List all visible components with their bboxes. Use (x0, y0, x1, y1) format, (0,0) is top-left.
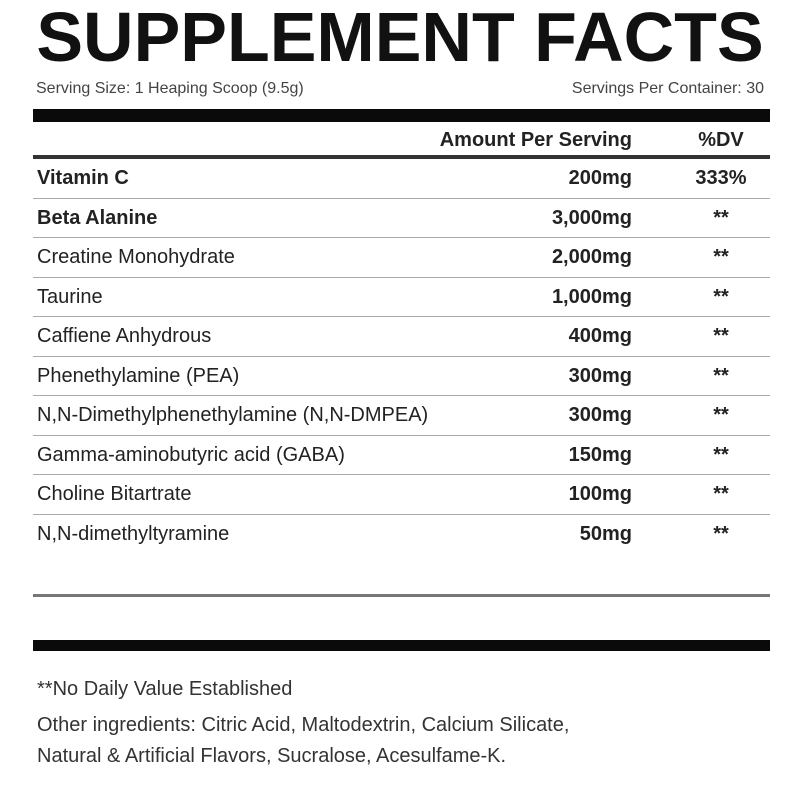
nutrient-name: Choline Bitartrate (37, 483, 192, 505)
nutrient-name: Creatine Monohydrate (37, 246, 235, 268)
nutrient-dv: ** (713, 246, 729, 268)
nutrient-table: Vitamin C 200mg 333% Beta Alanine 3,000mg **… (33, 159, 770, 553)
nutrient-amount: 150mg (568, 443, 632, 466)
nutrient-dv: ** (713, 285, 729, 308)
table-row: Taurine 1,000mg ** (33, 278, 770, 317)
nutrient-amount: 1,000mg (551, 285, 632, 308)
nutrient-dv: ** (713, 522, 729, 545)
nutrient-name: N,N-Dimethylphenethylamine (N,N-DMPEA) (37, 404, 429, 426)
footnote: **No Daily Value Established (37, 678, 293, 700)
serving-info: Serving Size: 1 Heaping Scoop (9.5g) Ser… (36, 78, 764, 100)
nutrient-name: Vitamin C (37, 167, 129, 189)
table-row: Beta Alanine 3,000mg ** (33, 199, 770, 238)
nutrient-dv: ** (713, 404, 729, 426)
nutrient-name: N,N-dimethyltyramine (37, 522, 230, 545)
table-row: Gamma-aminobutyric acid (GABA) 150mg ** (33, 436, 770, 475)
header-dv: %DV (698, 129, 744, 151)
header-amount: Amount Per Serving (439, 129, 632, 151)
nutrient-amount: 400mg (568, 325, 632, 347)
nutrient-amount: 300mg (568, 364, 632, 387)
nutrient-name: Caffiene Anhydrous (37, 325, 212, 347)
nutrient-name: Taurine (37, 285, 103, 308)
table-row: N,N-dimethyltyramine 50mg ** (33, 515, 770, 554)
nutrient-dv: ** (713, 483, 729, 505)
nutrient-amount: 2,000mg (551, 246, 632, 268)
label-title: SUPPLEMENT FACTS (36, 0, 764, 76)
divider-header (33, 155, 770, 159)
nutrient-amount: 3,000mg (551, 206, 632, 229)
table-row: N,N-Dimethylphenethylamine (N,N-DMPEA) 30… (33, 396, 770, 436)
other-ingredients-line2: Natural & Artificial Flavors, Sucralose,… (37, 745, 507, 767)
table-row: Caffiene Anhydrous 400mg ** (33, 317, 770, 357)
other-ingredients-line1: Other ingredients: Citric Acid, Maltodex… (37, 714, 570, 736)
table-row: Phenethylamine (PEA) 300mg ** (33, 357, 770, 396)
nutrient-name: Gamma-aminobutyric acid (GABA) (37, 443, 345, 466)
divider-thick-bottom (33, 640, 770, 651)
nutrient-amount: 50mg (579, 522, 632, 545)
divider-thin (33, 594, 770, 597)
table-row: Choline Bitartrate 100mg ** (33, 475, 770, 515)
nutrient-dv: ** (713, 325, 729, 347)
nutrient-dv: ** (713, 206, 729, 229)
nutrient-amount: 200mg (568, 167, 632, 189)
nutrient-dv: 333% (695, 167, 747, 189)
nutrient-dv: ** (713, 364, 729, 387)
divider-thick-top (33, 109, 770, 122)
serving-size: Serving Size: 1 Heaping Scoop (9.5g) (36, 80, 304, 97)
nutrient-amount: 100mg (568, 483, 632, 505)
nutrient-name: Beta Alanine (37, 206, 158, 229)
nutrient-dv: ** (713, 443, 729, 466)
column-header: Amount Per Serving %DV (33, 127, 770, 153)
nutrient-amount: 300mg (568, 404, 632, 426)
nutrient-name: Phenethylamine (PEA) (37, 364, 240, 387)
table-row: Vitamin C 200mg 333% (33, 159, 770, 199)
servings-per-container: Servings Per Container: 30 (571, 80, 764, 97)
table-row: Creatine Monohydrate 2,000mg ** (33, 238, 770, 278)
